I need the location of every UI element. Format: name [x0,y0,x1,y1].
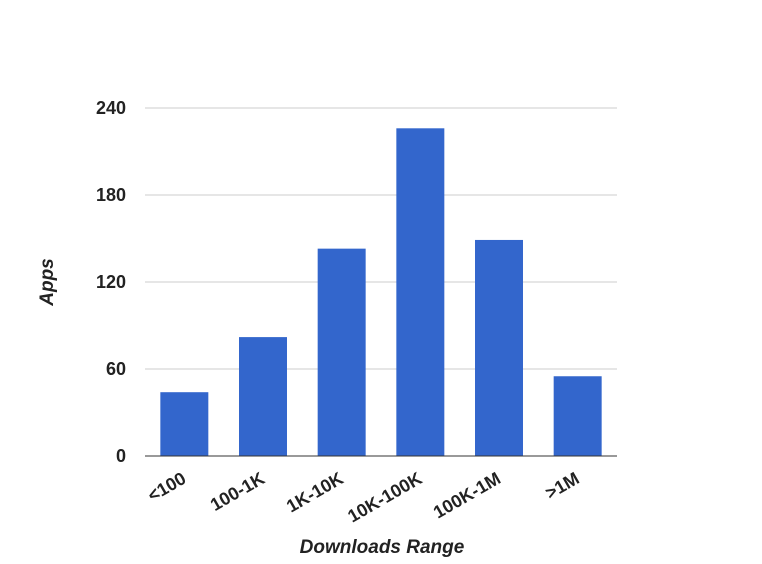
y-tick-label: 120 [96,272,126,292]
x-tick-label: 10K-100K [344,468,425,526]
y-tick-label: 180 [96,185,126,205]
x-tick-label: 1K-10K [283,468,347,516]
gridlines [145,107,617,370]
y-axis-title: Apps [37,258,58,307]
bar [160,392,209,456]
bar [475,239,523,456]
bar [317,248,366,456]
bars [160,128,602,457]
x-tick-label: >1M [542,468,583,503]
y-tick-label: 60 [106,359,126,379]
x-axis-title: Downloads Range [300,537,465,558]
x-tick-label: <100 [144,468,189,506]
y-tick-label: 240 [96,98,126,118]
bar [239,337,287,456]
bar [396,128,445,457]
x-tick-label: 100-1K [207,468,268,515]
bar [553,376,602,456]
x-tick-label: 100K-1M [430,468,504,522]
y-tick-label: 0 [116,446,126,466]
